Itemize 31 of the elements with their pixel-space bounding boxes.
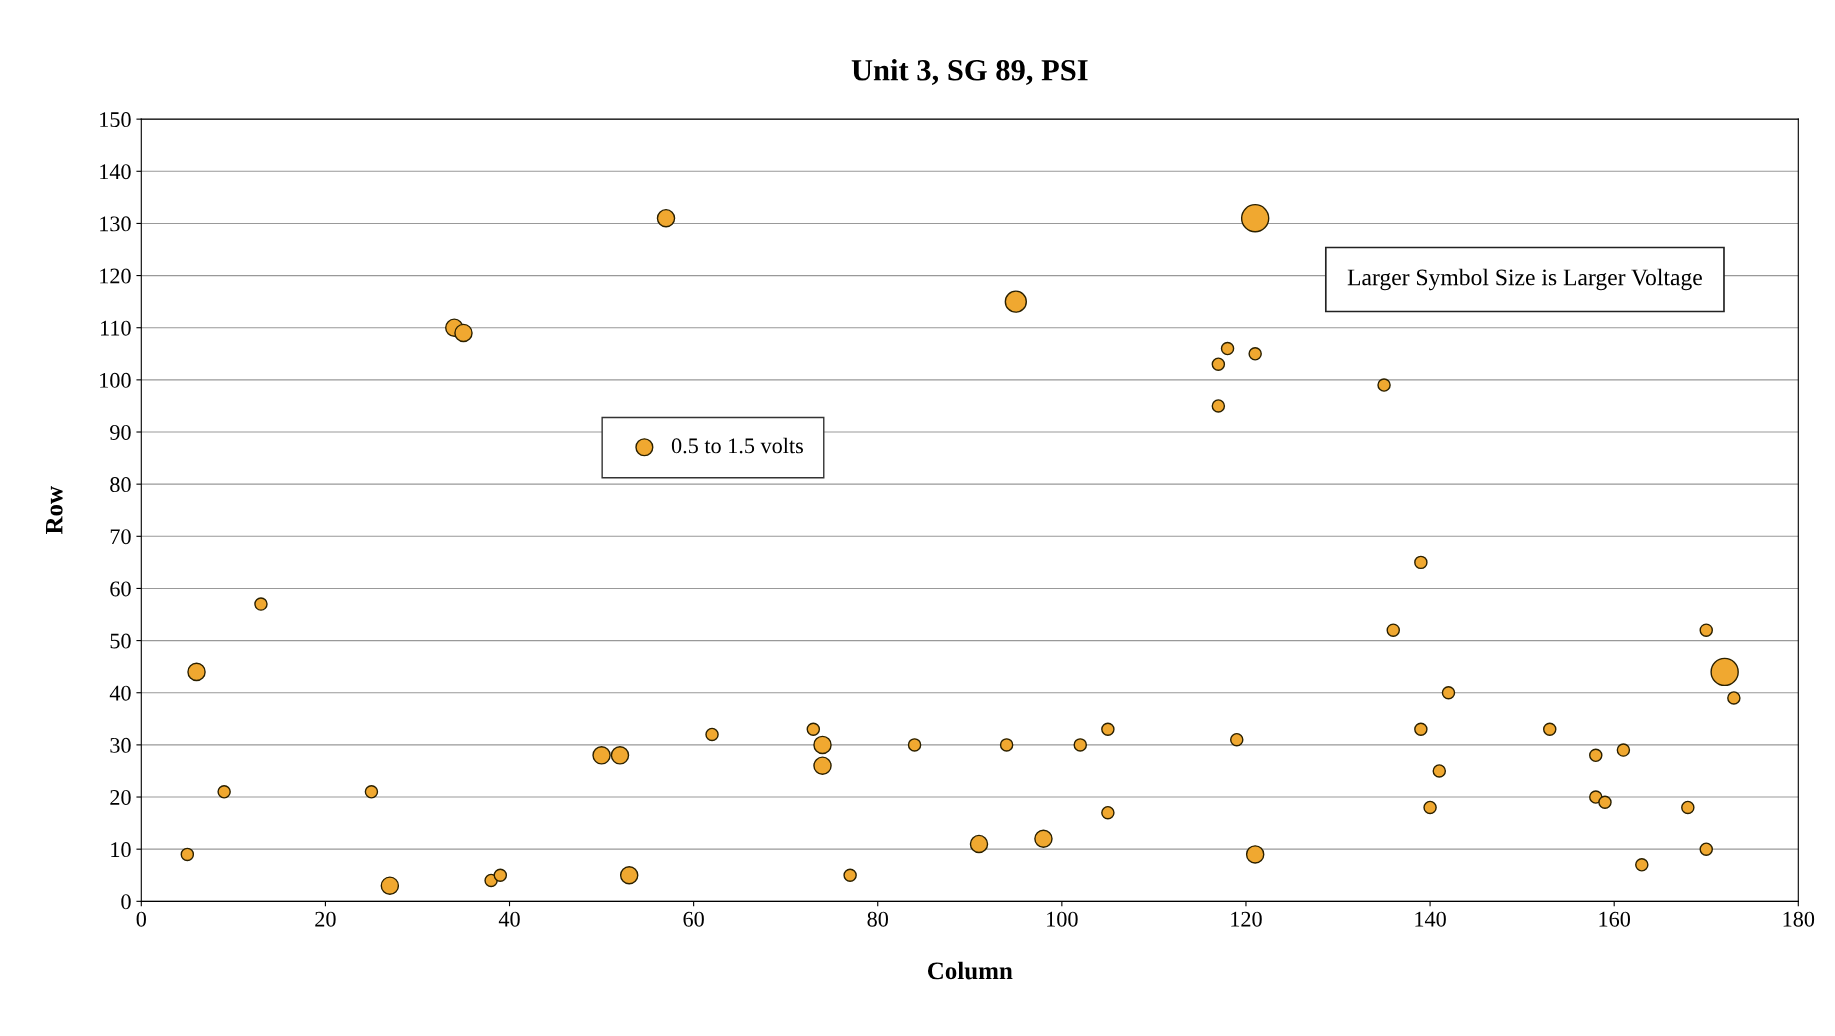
annotation: Larger Symbol Size is Larger Voltage [1347,268,1702,291]
x-tick-label: 140 [1415,911,1446,927]
y-tick-label: 110 [101,320,131,336]
x-tick-label: 100 [1047,911,1078,927]
y-tick-label: 60 [110,581,131,597]
y-tick-label: 90 [110,424,131,440]
x-tick-label: 60 [683,911,704,927]
x-tick-label: 160 [1599,911,1631,927]
y-tick-label: 140 [100,164,131,180]
legend-label: 0.5 to 1.5 volts [671,437,803,454]
y-tick-label: 40 [109,685,131,701]
x-axis-title: Column [927,961,1013,980]
x-tick-label: 180 [1783,911,1815,927]
y-tick-label: 10 [111,842,131,858]
x-tick-label: 120 [1231,911,1262,927]
y-tick-label: 0 [121,894,131,910]
x-tick-label: 20 [315,911,336,927]
y-tick-label: 130 [100,216,131,232]
chart-title: Unit 3, SG 89, PSI [851,59,1088,85]
y-tick-label: 50 [110,633,131,649]
y-tick-label: 70 [110,529,131,545]
y-tick-label: 100 [100,372,131,388]
x-tick-label: 80 [867,911,889,927]
y-tick-label: 20 [110,789,131,805]
y-tick-label: 80 [110,477,131,493]
y-tick-label: 30 [110,737,131,753]
x-tick-label: 0 [136,911,146,927]
y-axis-title: Row [45,486,63,535]
y-tick-label: 150 [100,112,131,128]
x-tick-label: 40 [498,911,520,927]
y-tick-label: 120 [100,268,131,284]
